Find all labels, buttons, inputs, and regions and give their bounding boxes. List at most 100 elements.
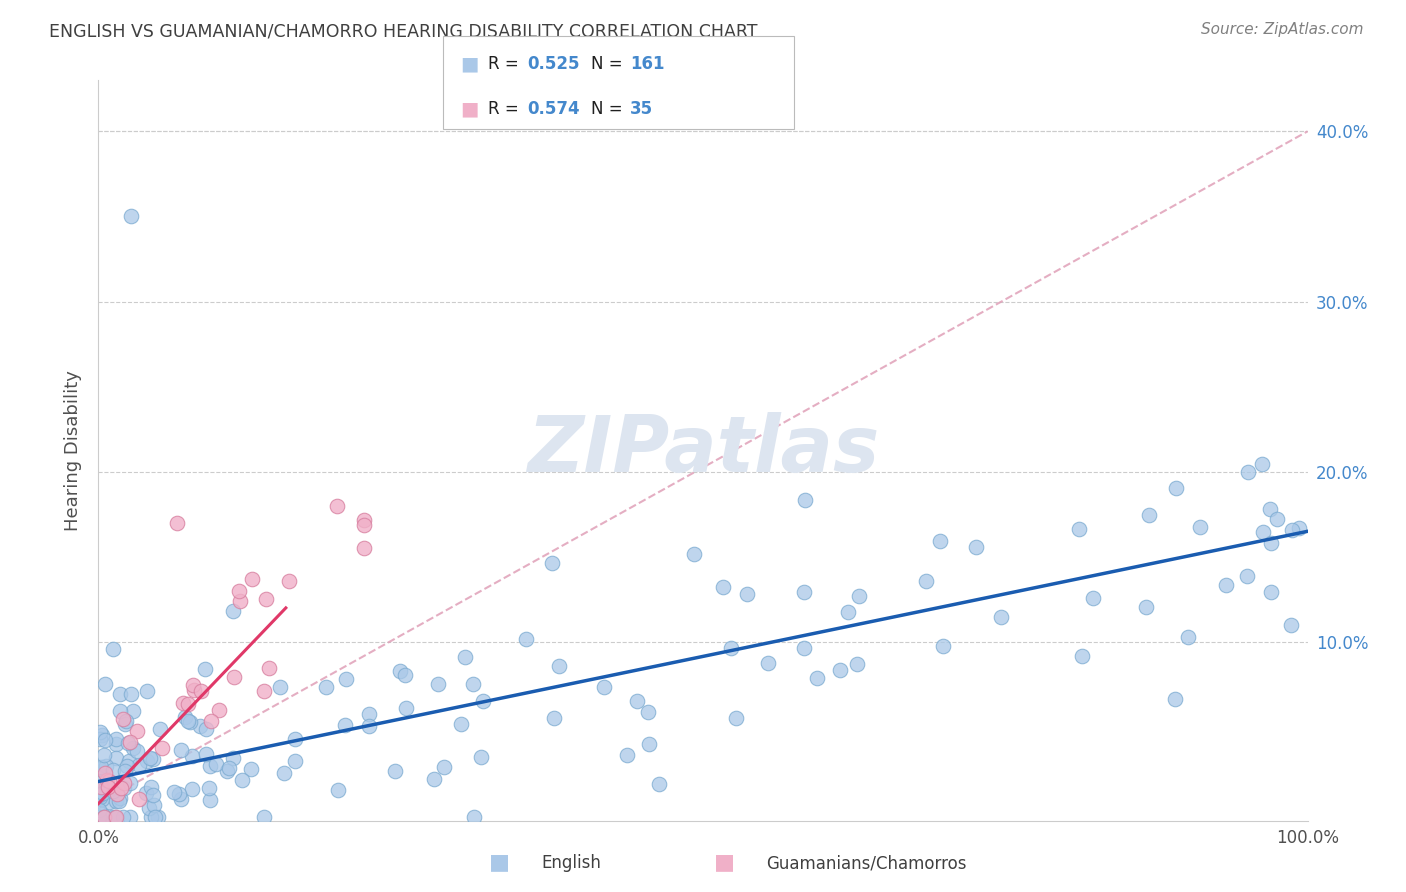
Text: 35: 35 xyxy=(630,100,652,118)
Point xyxy=(105,787,128,801)
Point xyxy=(200,759,222,773)
Point xyxy=(1177,630,1199,644)
Point xyxy=(170,742,193,756)
Point xyxy=(146,810,169,824)
Point xyxy=(423,772,446,786)
Point xyxy=(794,493,817,508)
Point xyxy=(193,661,215,675)
Point xyxy=(200,714,222,729)
Point xyxy=(357,707,380,722)
Point xyxy=(207,703,229,717)
Point xyxy=(91,728,114,742)
Point xyxy=(253,810,276,824)
Point xyxy=(120,810,142,824)
Point xyxy=(134,786,156,800)
Point xyxy=(315,680,337,694)
Point xyxy=(221,751,243,765)
Point xyxy=(593,680,616,694)
Point xyxy=(87,810,110,824)
Point xyxy=(188,718,211,732)
Point xyxy=(115,759,138,773)
Point xyxy=(228,584,250,599)
Point xyxy=(240,572,263,586)
Point xyxy=(89,731,111,746)
Point xyxy=(965,540,987,554)
Point xyxy=(222,604,245,618)
Point xyxy=(395,701,418,715)
Point xyxy=(253,683,276,698)
Text: 161: 161 xyxy=(630,54,665,73)
Point xyxy=(616,748,638,763)
Point xyxy=(141,810,163,824)
Point xyxy=(540,557,562,571)
Point xyxy=(120,687,142,701)
Point xyxy=(470,749,492,764)
Point xyxy=(806,671,828,685)
Point xyxy=(118,775,141,789)
Point xyxy=(89,760,111,774)
Point xyxy=(94,733,117,747)
Point xyxy=(125,724,148,739)
Point xyxy=(637,706,659,720)
Point xyxy=(104,751,127,765)
Point xyxy=(1215,578,1237,592)
Point xyxy=(198,793,221,807)
Point xyxy=(1164,481,1187,495)
Point xyxy=(105,810,128,824)
Point xyxy=(548,658,571,673)
Point xyxy=(229,594,252,608)
Point xyxy=(128,792,150,806)
Point xyxy=(846,657,869,671)
Point xyxy=(990,609,1012,624)
Point xyxy=(90,780,112,794)
Point xyxy=(793,640,815,655)
Point xyxy=(120,210,142,224)
Point xyxy=(104,810,127,824)
Point xyxy=(254,591,277,606)
Point xyxy=(626,694,648,708)
Point xyxy=(239,763,262,777)
Point xyxy=(94,677,117,691)
Point xyxy=(142,788,165,802)
Point xyxy=(648,777,671,791)
Point xyxy=(1251,524,1274,539)
Text: R =: R = xyxy=(488,100,524,118)
Point xyxy=(170,791,193,805)
Point xyxy=(112,712,135,726)
Point xyxy=(167,787,190,801)
Point xyxy=(461,676,484,690)
Point xyxy=(472,694,495,708)
Point xyxy=(176,714,198,728)
Point xyxy=(139,780,162,794)
Point xyxy=(433,760,456,774)
Point xyxy=(181,748,204,763)
Point xyxy=(122,741,145,756)
Point xyxy=(353,541,375,556)
Text: 0.525: 0.525 xyxy=(527,54,579,73)
Point xyxy=(89,762,111,776)
Point xyxy=(101,783,124,797)
Point xyxy=(122,704,145,718)
Point xyxy=(87,803,110,817)
Point xyxy=(96,773,118,788)
Text: Guamanians/Chamorros: Guamanians/Chamorros xyxy=(766,855,967,872)
Point xyxy=(194,722,217,736)
Point xyxy=(915,574,938,588)
Point xyxy=(335,672,357,686)
Point xyxy=(110,781,132,796)
Point xyxy=(142,752,165,766)
Point xyxy=(273,766,295,780)
Point xyxy=(259,661,281,675)
Point xyxy=(110,791,132,805)
Point xyxy=(118,754,141,768)
Point xyxy=(183,683,205,698)
Point xyxy=(222,670,245,684)
Point xyxy=(1135,600,1157,615)
Point xyxy=(183,678,205,692)
Point xyxy=(277,574,299,589)
Point xyxy=(104,794,127,808)
Point xyxy=(463,810,485,824)
Point xyxy=(1281,524,1303,538)
Point xyxy=(97,795,120,809)
Y-axis label: Hearing Disability: Hearing Disability xyxy=(63,370,82,531)
